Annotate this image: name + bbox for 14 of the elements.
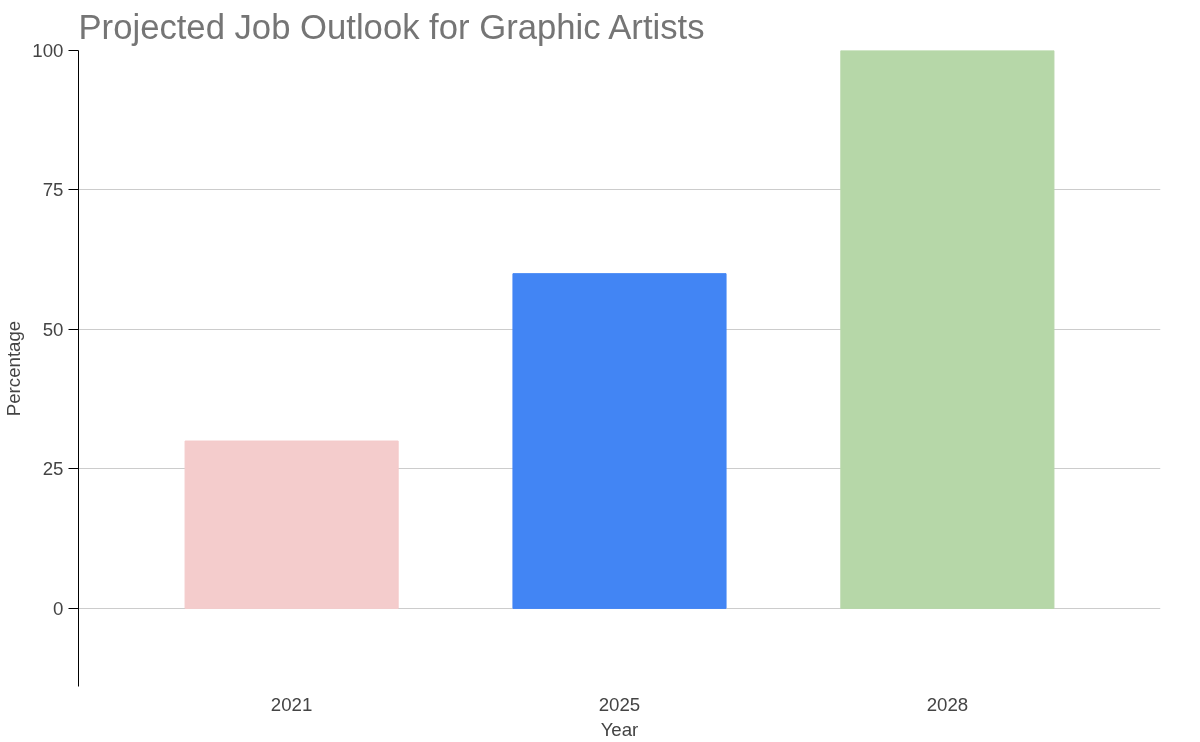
x-axis-title: Year — [600, 718, 639, 740]
y-axis-title: Percentage — [3, 320, 25, 417]
x-tick-label: 2028 — [926, 693, 969, 715]
bar — [512, 273, 727, 609]
y-tick-label: 50 — [42, 318, 64, 340]
y-tick-label: 75 — [42, 179, 64, 201]
x-tick-label: 2025 — [598, 693, 641, 715]
chart-title: Projected Job Outlook for Graphic Artists — [78, 7, 705, 46]
bar — [840, 50, 1055, 609]
y-tick-label: 25 — [42, 458, 64, 480]
bar — [184, 440, 399, 609]
y-tick-label: 100 — [32, 40, 64, 61]
x-tick-label: 2021 — [270, 693, 313, 715]
y-tick-label: 0 — [53, 597, 64, 619]
